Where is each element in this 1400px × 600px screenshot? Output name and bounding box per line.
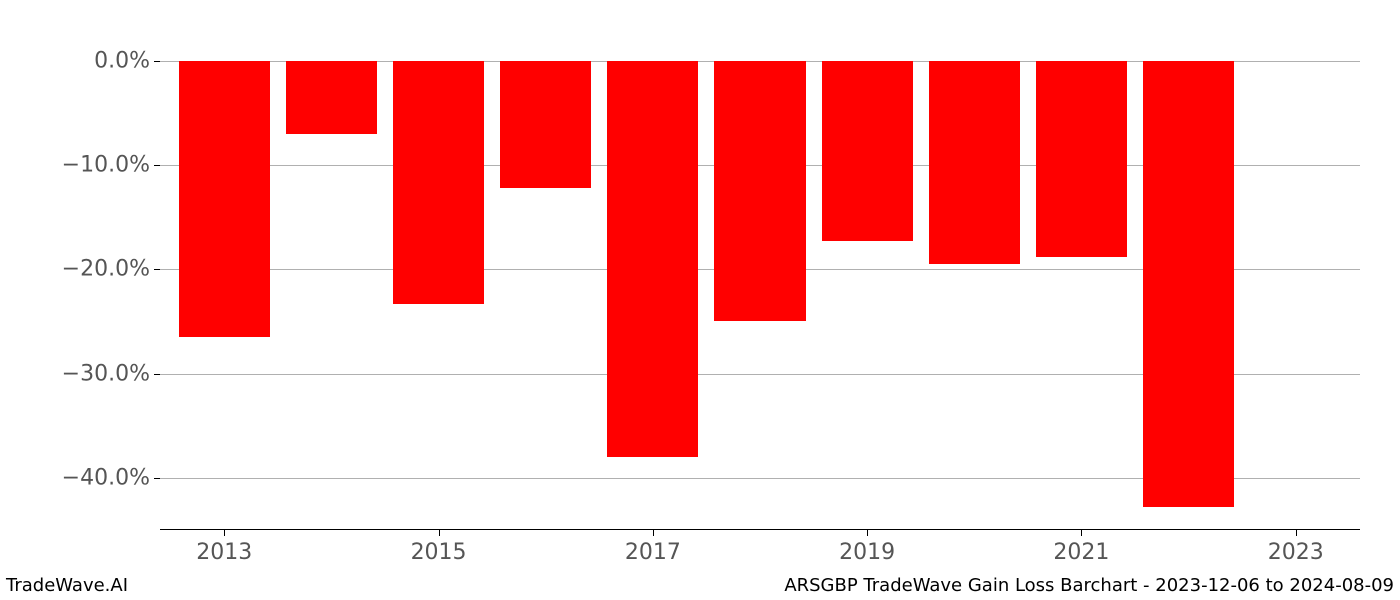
x-tick-label: 2023 (1268, 540, 1324, 565)
x-tick-mark (1296, 530, 1297, 536)
bar (179, 61, 270, 337)
x-tick-label: 2017 (625, 540, 681, 565)
y-tick-mark (154, 165, 160, 166)
bar (500, 61, 591, 188)
y-tick-mark (154, 374, 160, 375)
x-tick-label: 2015 (411, 540, 467, 565)
y-tick-label: −40.0% (62, 465, 150, 490)
x-tick-mark (653, 530, 654, 536)
y-tick-label: −20.0% (62, 257, 150, 282)
bar (393, 61, 484, 304)
y-tick-label: −30.0% (62, 361, 150, 386)
x-tick-mark (224, 530, 225, 536)
y-tick-label: −10.0% (62, 153, 150, 178)
x-tick-label: 2021 (1053, 540, 1109, 565)
x-tick-label: 2013 (196, 540, 252, 565)
x-tick-mark (867, 530, 868, 536)
y-tick-mark (154, 61, 160, 62)
bar (714, 61, 805, 322)
y-tick-mark (154, 478, 160, 479)
x-tick-label: 2019 (839, 540, 895, 565)
footer-right-text: ARSGBP TradeWave Gain Loss Barchart - 20… (784, 575, 1394, 596)
bar (929, 61, 1020, 264)
bar (286, 61, 377, 134)
bar (822, 61, 913, 241)
footer-left-text: TradeWave.AI (6, 575, 128, 596)
y-tick-label: 0.0% (94, 48, 150, 73)
x-tick-mark (1081, 530, 1082, 536)
y-tick-mark (154, 269, 160, 270)
bar (1143, 61, 1234, 507)
x-axis-line (160, 529, 1360, 530)
x-tick-mark (439, 530, 440, 536)
bar (1036, 61, 1127, 257)
bar (607, 61, 698, 457)
